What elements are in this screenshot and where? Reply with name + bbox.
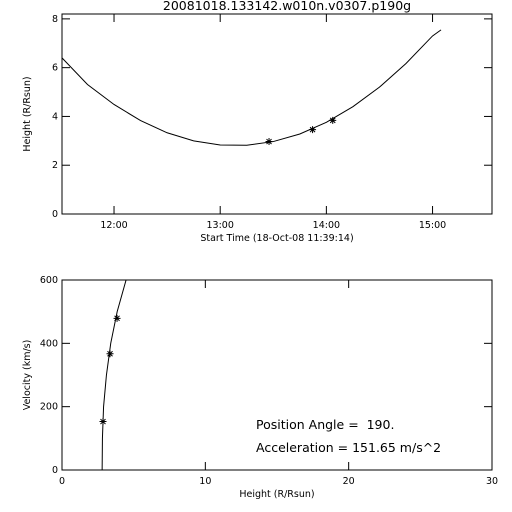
plot-frame xyxy=(61,279,493,471)
y-tick-label: 4 xyxy=(52,111,58,122)
x-tick-label: 13:00 xyxy=(207,220,234,231)
curve xyxy=(101,279,127,471)
star-marker xyxy=(329,116,337,124)
chart-title: 20081018.133142.w010n.v0307.p190g xyxy=(163,0,411,13)
annotation: Position Angle = 190. xyxy=(256,417,394,432)
x-tick-label: 0 xyxy=(59,476,65,487)
annotation: Acceleration = 151.65 m/s^2 xyxy=(256,440,441,455)
star-marker xyxy=(265,138,273,146)
y-tick-label: 400 xyxy=(40,338,58,349)
curve xyxy=(61,29,442,146)
x-tick-label: 14:00 xyxy=(313,220,340,231)
y-tick-label: 2 xyxy=(52,160,58,171)
star-marker xyxy=(99,418,107,426)
star-marker xyxy=(106,350,114,358)
plot-frame xyxy=(61,13,493,215)
y-tick-label: 8 xyxy=(52,14,58,25)
y-tick-label: 600 xyxy=(40,275,58,286)
y-tick-label: 0 xyxy=(52,465,58,476)
x-tick-label: 30 xyxy=(486,476,498,487)
star-marker xyxy=(113,314,121,322)
y-axis-label: Velocity (km/s) xyxy=(22,340,33,411)
x-axis-label: Height (R/Rsun) xyxy=(239,489,314,500)
x-tick-label: 12:00 xyxy=(100,220,127,231)
x-axis-label: Start Time (18-Oct-08 11:39:14) xyxy=(200,233,353,244)
y-tick-label: 0 xyxy=(52,209,58,220)
y-tick-label: 200 xyxy=(40,402,58,413)
x-tick-label: 20 xyxy=(343,476,355,487)
y-axis-label: Height (R/Rsun) xyxy=(22,76,33,151)
x-tick-label: 15:00 xyxy=(419,220,446,231)
y-tick-label: 6 xyxy=(52,63,58,74)
x-tick-label: 10 xyxy=(199,476,211,487)
star-marker xyxy=(309,126,317,134)
